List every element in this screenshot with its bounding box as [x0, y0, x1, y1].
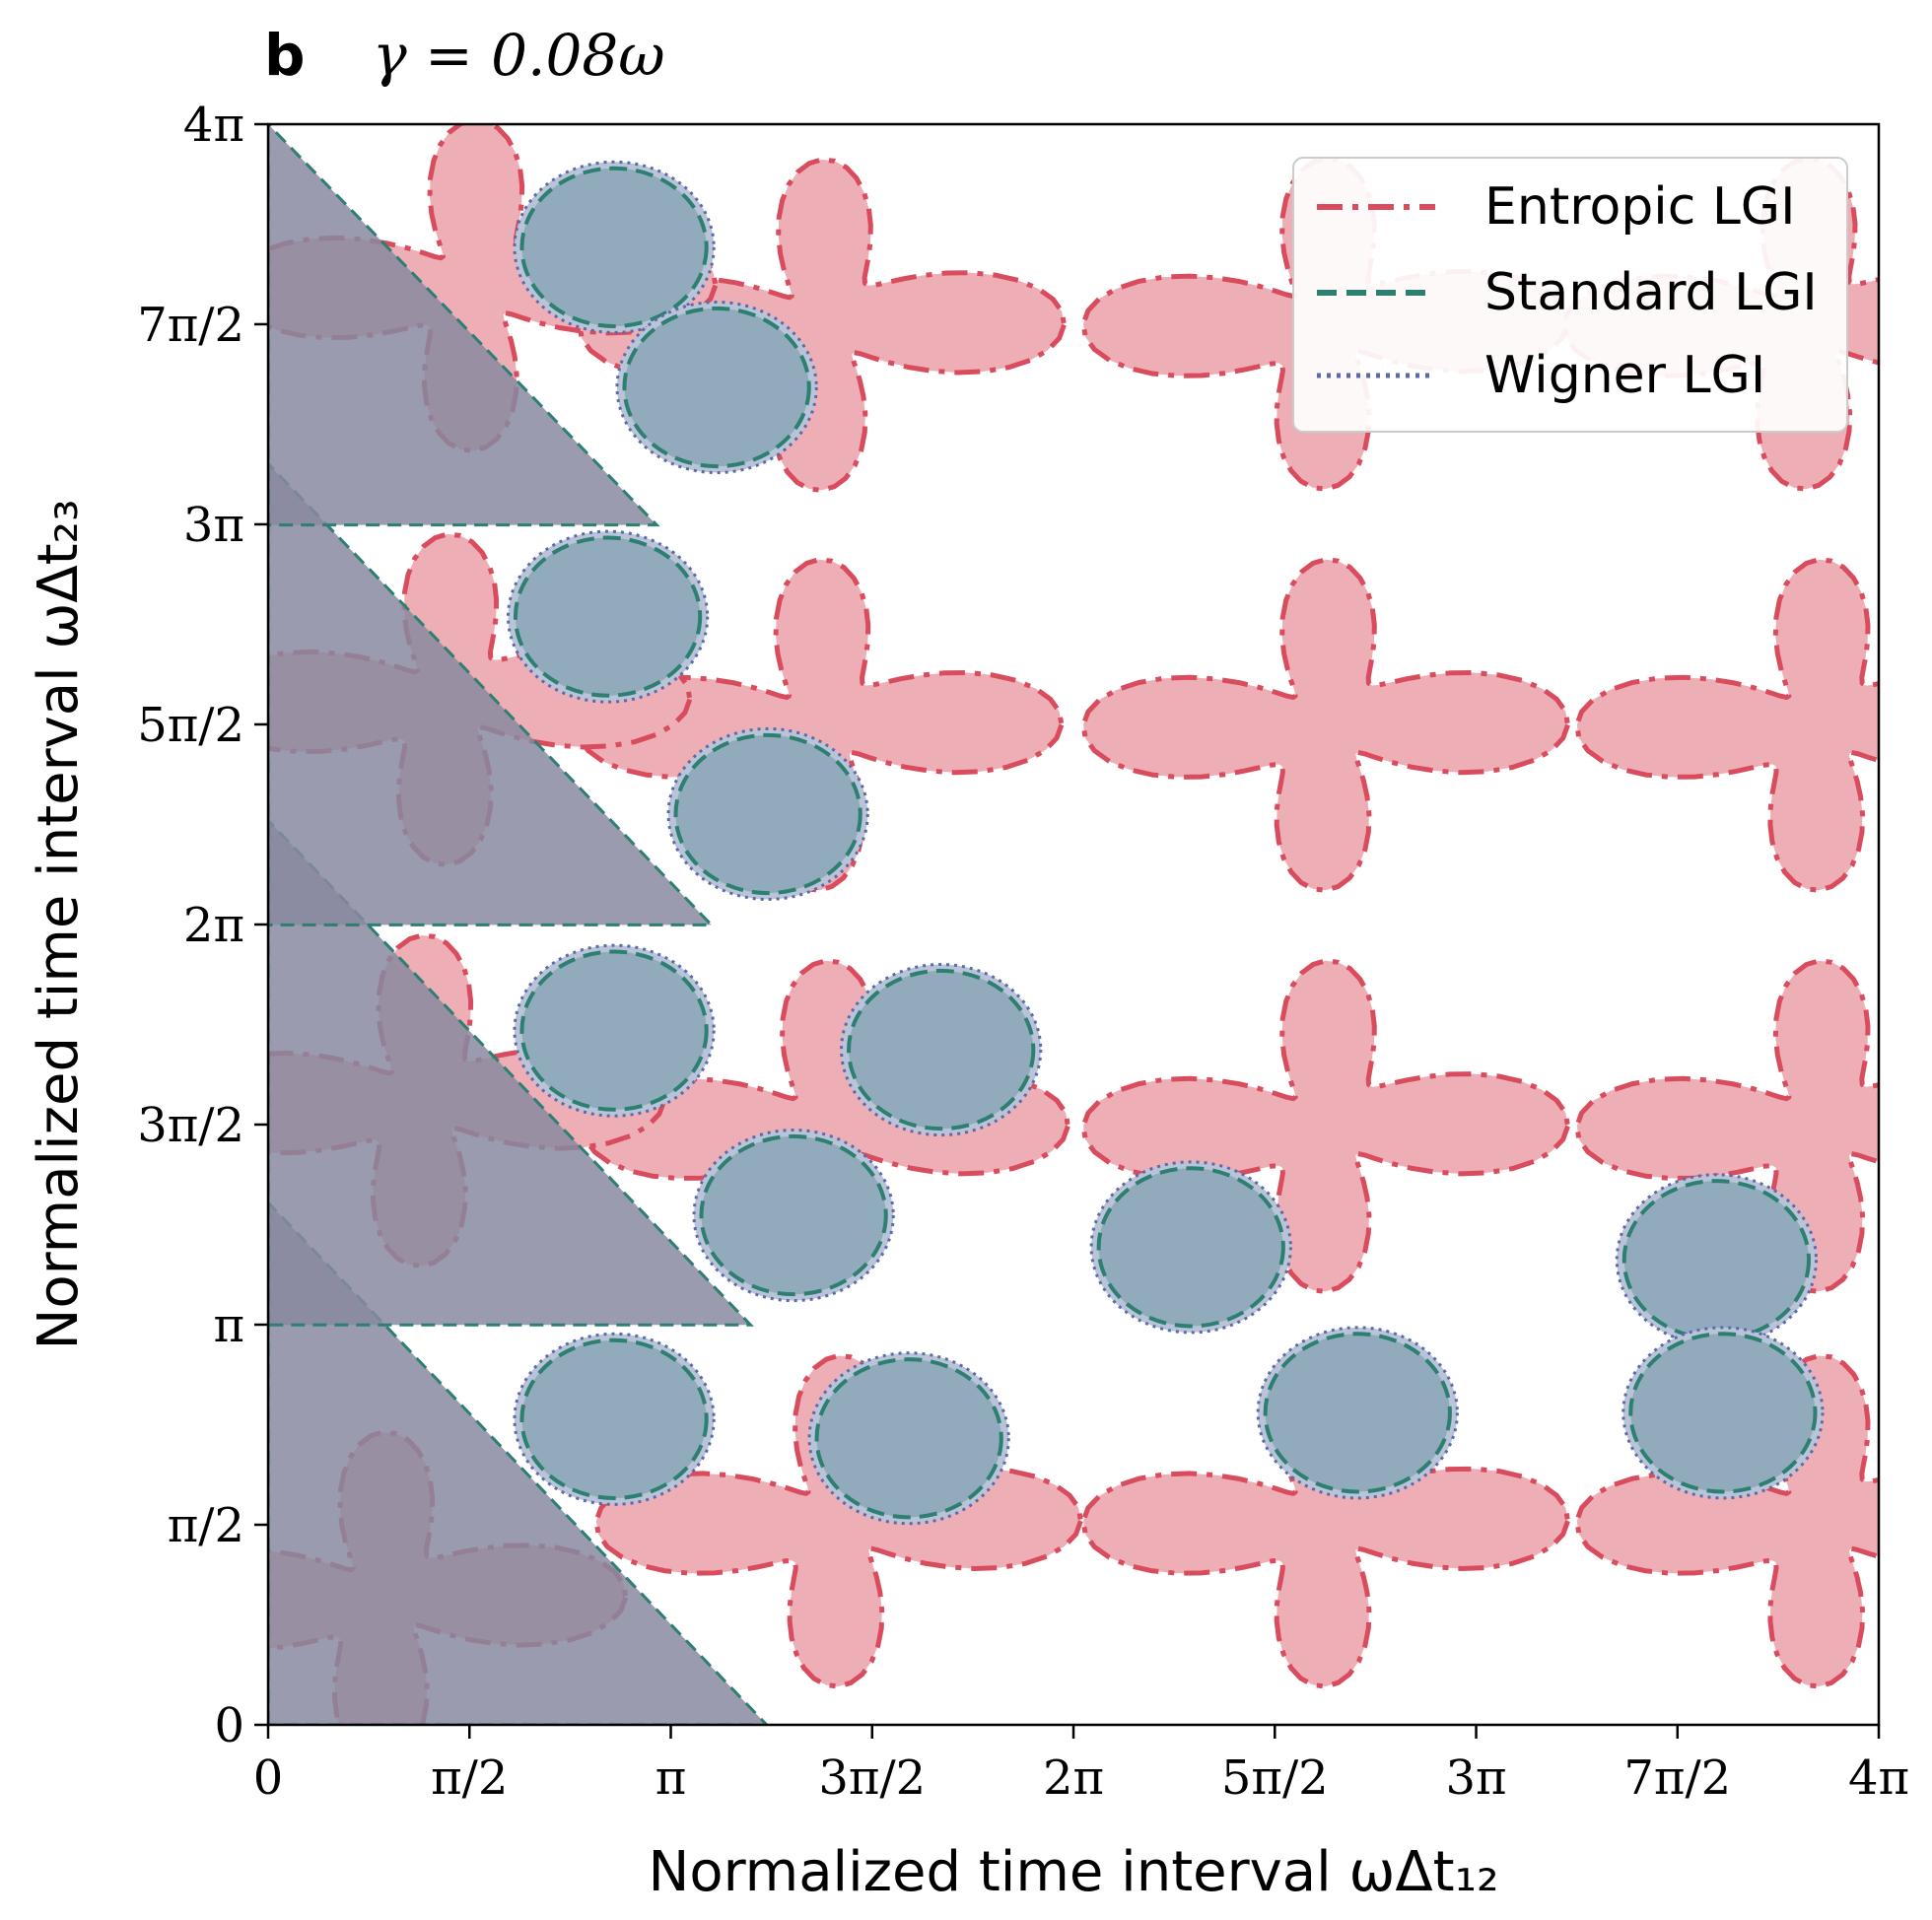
y-tick-label-1: π/2 — [168, 1498, 244, 1553]
legend: Entropic LGI Standard LGI Wigner LGI — [1292, 157, 1848, 433]
overlap-band-2 — [268, 461, 716, 926]
standard-region-5 — [699, 1133, 888, 1297]
standard-region-12 — [1628, 1332, 1818, 1494]
entropic-region-3 — [268, 124, 719, 453]
x-tick-label-8: 4π — [1848, 1750, 1909, 1806]
y-axis-label: Normalized time interval ωΔt₂₃ — [27, 499, 91, 1349]
entropic-region-10 — [1574, 958, 1879, 1294]
x-tick-label-6: 3π — [1445, 1750, 1506, 1806]
entropic-region-5 — [1080, 557, 1570, 893]
entropic-region-13 — [1080, 1353, 1570, 1689]
x-tick-label-3: 3π/2 — [818, 1750, 926, 1806]
legend-entropic-label: Entropic LGI — [1484, 177, 1795, 237]
x-tick-label-7: 7π/2 — [1623, 1750, 1731, 1806]
standard-region-10 — [814, 1357, 1003, 1520]
standard-region-3 — [673, 732, 862, 896]
standard-region-4 — [519, 949, 709, 1112]
y-tick-label-6: 3π — [183, 498, 244, 553]
y-tick-label-5: 5π/2 — [137, 698, 244, 753]
x-tick-label-5: 5π/2 — [1221, 1750, 1329, 1806]
standard-region-8 — [1622, 1179, 1812, 1341]
standard-region-2 — [513, 535, 703, 698]
legend-box — [1292, 157, 1848, 433]
entropic-region-0 — [577, 157, 1067, 493]
diagonal-band-layer — [268, 124, 769, 1725]
y-tick-label-3: 3π/2 — [137, 1098, 244, 1153]
standard-region-6 — [847, 968, 1036, 1131]
standard-region-9 — [519, 1337, 709, 1500]
y-tick-label-0: 0 — [214, 1698, 244, 1753]
x-tick-label-0: 0 — [253, 1750, 284, 1806]
x-tick-label-1: π/2 — [431, 1750, 508, 1806]
x-axis-ticks: 0 π/2 π 3π/2 2π 5π/2 3π 7π/2 4π — [253, 1725, 1909, 1806]
standard-region-7 — [1096, 1166, 1285, 1329]
x-tick-label-2: π — [656, 1750, 687, 1806]
x-axis-label: Normalized time interval ωΔt₁₂ — [648, 1840, 1498, 1904]
standard-region-1 — [622, 306, 811, 469]
chart-title: γ = 0.08ω — [373, 22, 665, 89]
overlap-band-3 — [268, 124, 660, 527]
y-tick-label-4: 2π — [183, 898, 244, 953]
panel-label: b — [264, 22, 306, 89]
entropic-region-12 — [593, 1353, 1083, 1689]
entropic-region-6 — [1574, 557, 1879, 893]
entropic-region-9 — [1080, 958, 1570, 1294]
legend-standard-label: Standard LGI — [1484, 263, 1818, 322]
y-tick-label-2: π — [213, 1298, 244, 1353]
y-axis-ticks: 0 π/2 π 3π/2 2π 5π/2 3π 7π/2 4π — [137, 98, 268, 1753]
y-tick-label-7: 7π/2 — [137, 298, 244, 353]
overlap-band-1 — [268, 818, 754, 1327]
y-tick-label-8: 4π — [183, 98, 244, 153]
standard-region-11 — [1263, 1332, 1452, 1494]
overlap-band-0 — [268, 1200, 769, 1725]
standard-region-0 — [519, 166, 709, 328]
legend-wigner-label: Wigner LGI — [1484, 346, 1765, 405]
standard-region-layer — [506, 160, 1825, 1526]
x-tick-label-4: 2π — [1043, 1750, 1104, 1806]
